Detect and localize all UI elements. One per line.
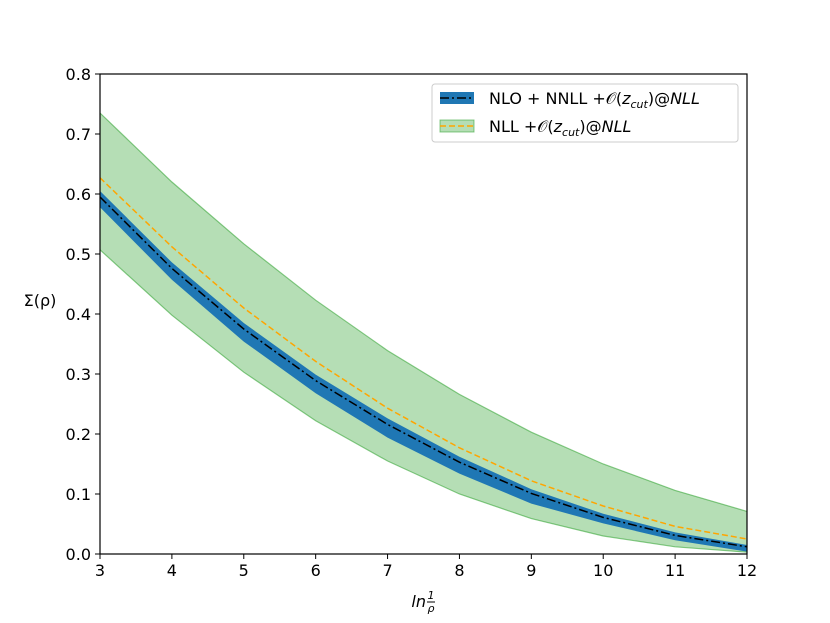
legend-entry-nll: NLL +𝒪(zcut)@NLL	[439, 117, 631, 139]
y-tick-label: 0.7	[66, 125, 91, 144]
band-nll-upper-edge	[99, 112, 748, 512]
x-tick-label: 4	[167, 561, 177, 580]
y-axis-label: Σ(ρ)	[24, 291, 57, 310]
legend-entry-nlo-nnll: NLO + NNLL +𝒪(zcut)@NLL	[440, 89, 700, 111]
y-tick-label: 0.1	[66, 485, 91, 504]
x-tick-label: 12	[737, 561, 757, 580]
x-tick-label: 6	[311, 561, 321, 580]
x-tick-label: 5	[239, 561, 249, 580]
y-tick-label: 0.5	[66, 245, 91, 264]
plot-frame	[99, 73, 748, 555]
y-tick-label: 0.6	[66, 185, 91, 204]
band-nll	[100, 113, 747, 553]
x-axis-label-denominator: ρ	[428, 602, 435, 615]
x-tick-label: 10	[593, 561, 613, 580]
x-tick-label: 3	[95, 561, 105, 580]
x-tick-label: 8	[454, 561, 464, 580]
x-axis-label-text: ln	[411, 592, 426, 611]
x-axis-label: ln 1 ρ	[411, 589, 435, 615]
plot-area	[99, 112, 748, 553]
x-tick-label: 7	[382, 561, 392, 580]
legend: NLO + NNLL +𝒪(zcut)@NLL NLL +𝒪(zcut)@NLL	[431, 83, 739, 143]
y-tick-label: 0.8	[66, 65, 91, 84]
y-tick-label: 0.4	[66, 305, 91, 324]
y-tick-label: 0.0	[66, 545, 91, 564]
legend-label-nlo-nnll: NLO + NNLL +𝒪(zcut)@NLL	[489, 89, 700, 111]
legend-label-nll: NLL +𝒪(zcut)@NLL	[489, 117, 631, 139]
axis-ticks: 3 4 5 6 7 8 9 10 11 12 0.0 0.1 0.2 0.3 0.4 0.5 0.6 0.7 0.8	[66, 65, 758, 580]
line-nll-central	[99, 177, 748, 540]
legend-box	[431, 83, 739, 143]
x-tick-label: 9	[526, 561, 536, 580]
x-tick-label: 11	[665, 561, 685, 580]
band-nll-lower-edge	[99, 249, 748, 553]
y-tick-label: 0.2	[66, 425, 91, 444]
line-nlo-nnll-central	[99, 196, 748, 548]
y-tick-label: 0.3	[66, 365, 91, 384]
x-axis-label-numerator: 1	[428, 589, 435, 602]
